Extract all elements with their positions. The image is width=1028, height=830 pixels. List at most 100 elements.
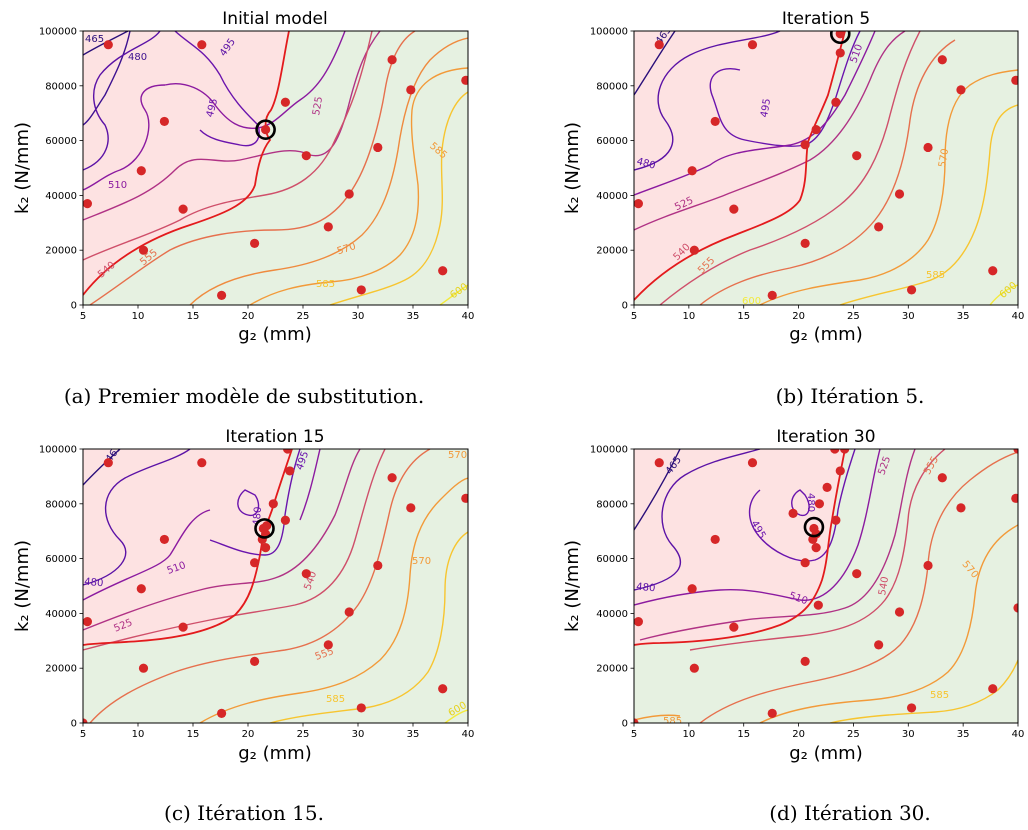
x-tick-label: 10 — [132, 729, 145, 740]
x-axis-label: g₂ (mm) — [789, 743, 862, 764]
contour-label: 480 — [84, 577, 104, 590]
sample-point — [344, 189, 354, 199]
sample-point — [689, 663, 699, 673]
sample-point — [835, 466, 845, 476]
sample-point — [1013, 449, 1018, 454]
y-tick-label: 20000 — [45, 246, 77, 257]
plot-frame — [633, 448, 1019, 724]
x-tick-label: 20 — [792, 729, 805, 740]
caption: (c) Itération 15. — [164, 801, 324, 825]
contour-label: 585 — [316, 279, 335, 290]
sample-points — [634, 449, 1018, 723]
feasibility-boundary — [634, 449, 846, 646]
best-point-marker — [255, 119, 276, 140]
sample-point — [438, 266, 448, 276]
x-tick-label: 5 — [80, 729, 86, 740]
sample-point — [159, 534, 169, 545]
x-tick-label: 30 — [902, 729, 915, 740]
y-tick-label: 80000 — [45, 81, 77, 92]
sample-point — [250, 656, 260, 666]
plot-frame — [633, 30, 1019, 306]
x-tick-label: 10 — [132, 311, 145, 322]
x-tick-label: 5 — [631, 311, 637, 322]
contour-lines — [634, 449, 1018, 723]
y-tick-label: 40000 — [596, 609, 628, 620]
sample-point — [461, 75, 468, 85]
sample-point — [874, 222, 884, 232]
sample-point — [800, 558, 810, 568]
plot-frame — [82, 30, 469, 306]
infeasible-region — [634, 31, 845, 300]
sample-point — [268, 499, 278, 509]
sample-point — [874, 640, 884, 650]
sample-point — [197, 40, 207, 50]
contour-label: 465 — [85, 34, 104, 45]
contour-label: 585 — [663, 716, 682, 727]
best-point-marker — [254, 518, 275, 539]
y-tick-label: 0 — [622, 301, 628, 312]
sample-point — [301, 569, 311, 579]
y-tick-label: 40000 — [45, 191, 77, 202]
x-tick-label: 40 — [1012, 729, 1025, 740]
sample-point — [159, 116, 169, 127]
y-tick-label: 60000 — [45, 136, 77, 147]
y-axis-label: k₂ (N/mm) — [562, 122, 583, 214]
caption: (a) Premier modèle de substitution. — [64, 384, 424, 408]
sample-point — [687, 166, 697, 176]
panel-iteration-15: 465 480 495 480 510 525 540 555 570 570 … — [12, 427, 474, 825]
contour-label: 510 — [108, 180, 127, 191]
sample-point — [83, 617, 92, 627]
sample-point — [285, 466, 295, 476]
contour-label: 570 — [937, 148, 951, 169]
x-tick-label: 35 — [957, 729, 970, 740]
sample-point — [1013, 603, 1018, 613]
sample-point — [178, 622, 188, 632]
sample-point — [852, 151, 862, 161]
sample-point — [988, 266, 998, 276]
best-point-marker — [829, 31, 851, 45]
x-tick-label: 25 — [297, 729, 310, 740]
feasibility-boundary — [634, 31, 846, 301]
y-axis-label: k₂ (N/mm) — [12, 540, 33, 632]
sample-point — [301, 151, 311, 161]
x-tick-label: 25 — [297, 311, 310, 322]
contour-lines — [83, 31, 468, 305]
sample-point — [634, 718, 639, 723]
sample-point — [923, 560, 933, 571]
sample-point — [178, 204, 188, 214]
sample-point — [822, 482, 832, 492]
sample-point — [654, 40, 664, 50]
plot-frame — [82, 448, 469, 724]
y-tick-label: 80000 — [596, 81, 628, 92]
sample-point — [800, 656, 810, 666]
x-tick-label: 30 — [352, 311, 365, 322]
x-tick-label: 10 — [682, 311, 695, 322]
contour-value-labels: 465 480 480 495 510 525 540 555 570 585 … — [636, 455, 980, 727]
sample-point — [894, 189, 905, 199]
y-tick-label: 100000 — [590, 445, 628, 456]
y-tick-label: 80000 — [596, 499, 628, 510]
sample-point — [923, 142, 933, 153]
sample-point — [406, 503, 416, 513]
best-point-marker — [803, 516, 825, 538]
sample-point — [767, 708, 777, 719]
x-tick-label: 5 — [631, 729, 637, 740]
sample-point — [689, 245, 699, 255]
contour-lines — [83, 449, 468, 723]
sample-point — [217, 290, 227, 301]
sample-point — [283, 449, 293, 454]
sample-points — [83, 449, 468, 723]
x-tick-label: 40 — [462, 729, 475, 740]
plot-title: Iteration 30 — [776, 427, 875, 447]
plot-title: Iteration 15 — [225, 427, 324, 447]
x-axis-label: g₂ (mm) — [238, 324, 311, 345]
contour-label: 570 — [448, 450, 467, 461]
y-tick-label: 40000 — [45, 609, 77, 620]
x-tick-label: 15 — [187, 311, 200, 322]
y-tick-label: 60000 — [596, 136, 628, 147]
x-axis-label: g₂ (mm) — [789, 324, 862, 345]
contour-label: 525 — [311, 96, 325, 117]
sample-point — [956, 85, 966, 95]
x-tick-label: 30 — [352, 729, 365, 740]
